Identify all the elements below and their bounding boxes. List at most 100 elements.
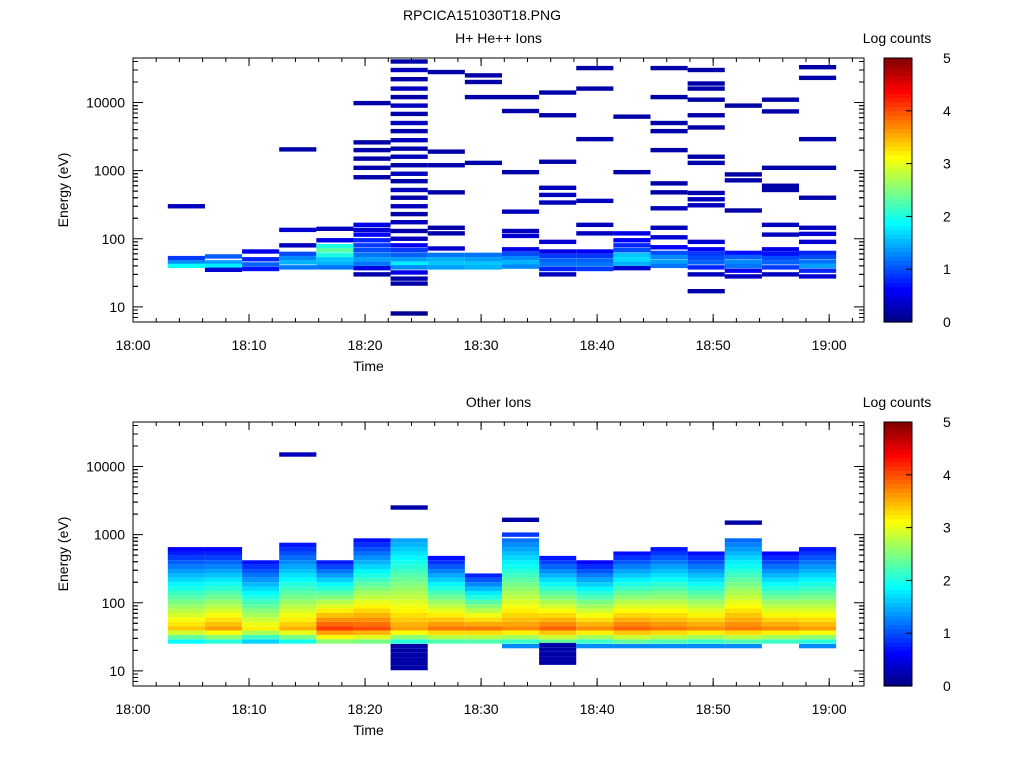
heatmap-cell — [687, 154, 725, 159]
heatmap-cell — [501, 595, 540, 600]
heatmap-cell — [242, 617, 280, 622]
heatmap-cell — [650, 630, 688, 635]
heatmap-cell — [390, 586, 428, 591]
heatmap-cell — [761, 599, 800, 605]
heatmap-cell — [576, 569, 614, 574]
heatmap-cell — [761, 222, 800, 228]
heatmap-cell — [167, 595, 205, 600]
heatmap-cell — [353, 547, 391, 552]
heatmap-cell — [799, 582, 837, 587]
colorbar-swatch — [884, 474, 912, 480]
heatmap-cell — [279, 227, 317, 233]
heatmap-cell — [724, 626, 762, 631]
heatmap-cell — [279, 260, 317, 265]
heatmap-cell — [353, 238, 391, 243]
heatmap-cell — [613, 231, 651, 236]
heatmap-cell — [242, 262, 280, 267]
heatmap-cell — [799, 595, 837, 600]
heatmap-cell — [279, 639, 317, 644]
colorbar-swatch — [884, 540, 912, 546]
heatmap-cell — [242, 626, 280, 631]
colorbar-swatch — [884, 75, 912, 81]
heatmap-cell — [279, 595, 317, 600]
heatmap-cell — [427, 261, 465, 266]
heatmap-cell — [539, 577, 577, 583]
heatmap-cell — [390, 652, 428, 658]
heatmap-cell — [427, 569, 465, 574]
heatmap-cell — [390, 76, 428, 82]
heatmap-cell — [390, 276, 428, 281]
heatmap-cell — [724, 103, 762, 108]
heatmap-cell — [353, 175, 391, 180]
colorbar-tick-label: 2 — [943, 572, 951, 588]
heatmap-cell — [390, 547, 428, 552]
heatmap-cell — [501, 209, 540, 214]
colorbar-swatch — [884, 633, 912, 639]
heatmap-cell — [539, 573, 577, 578]
heatmap-cell — [501, 608, 540, 613]
heatmap-cell — [687, 560, 725, 565]
heatmap-cell — [799, 643, 837, 649]
heatmap-cell — [724, 634, 762, 640]
colorbar-swatch — [884, 571, 912, 577]
colorbar-swatch — [884, 650, 912, 656]
heatmap-cell — [576, 595, 614, 600]
colorbar-tick-label: 0 — [943, 678, 951, 694]
heatmap-cell — [724, 263, 762, 269]
heatmap-cell — [390, 86, 428, 91]
heatmap-cell — [576, 577, 614, 583]
heatmap-cell — [390, 67, 428, 73]
heatmap-cell — [316, 630, 354, 635]
heatmap-cell — [650, 626, 688, 631]
heatmap-cell — [390, 94, 428, 100]
heatmap-cell — [204, 626, 243, 631]
heatmap-cell — [464, 265, 502, 270]
heatmap-cell — [799, 225, 837, 230]
heatmap-cell — [390, 59, 428, 64]
heatmap-cell — [427, 560, 465, 565]
heatmap-cell — [390, 604, 428, 609]
heatmap-cell — [316, 590, 354, 596]
heatmap-cell — [464, 630, 502, 635]
colorbar-swatch — [884, 269, 912, 275]
heatmap-cell — [724, 551, 762, 556]
heatmap-cell — [204, 263, 243, 269]
heatmap-cell — [464, 94, 502, 100]
heatmap-cell — [576, 612, 614, 618]
colorbar-swatch — [884, 501, 912, 507]
y-axis: 10 100 1000 10000 — [86, 60, 864, 323]
heatmap-cell — [427, 599, 465, 605]
colorbar-swatch — [884, 106, 912, 112]
heatmap-cell — [167, 573, 205, 578]
colorbar-swatch — [884, 628, 912, 634]
heatmap-cell — [761, 595, 800, 600]
heatmap-cell — [242, 569, 280, 574]
heatmap-cell — [390, 573, 428, 578]
heatmap-cell — [204, 621, 243, 627]
heatmap-cell — [501, 228, 540, 234]
heatmap-cell — [650, 590, 688, 596]
heatmap-cell — [613, 590, 651, 596]
heatmap-cell — [427, 590, 465, 596]
heatmap-cell — [799, 569, 837, 574]
heatmap-cell — [799, 547, 837, 552]
heatmap-cell — [390, 590, 428, 596]
heatmap-cell — [279, 452, 317, 457]
y-tick-label: 10 — [109, 299, 125, 315]
colorbar-swatch — [884, 194, 912, 200]
heatmap-cell — [353, 639, 391, 644]
heatmap-cell — [724, 582, 762, 587]
heatmap-cell — [761, 183, 800, 188]
heatmap-cell — [761, 551, 800, 556]
heatmap-cell — [539, 113, 577, 118]
heatmap-cell — [650, 569, 688, 574]
heatmap-cell — [204, 577, 243, 583]
heatmap-cell — [539, 249, 577, 254]
heatmap-cell — [390, 626, 428, 631]
heatmap-cell — [279, 255, 317, 261]
heatmap-cell — [761, 564, 800, 570]
heatmap-cell — [539, 660, 577, 665]
heatmap-cell — [539, 159, 577, 164]
heatmap-cell — [613, 639, 651, 644]
heatmap-cell — [613, 252, 651, 258]
